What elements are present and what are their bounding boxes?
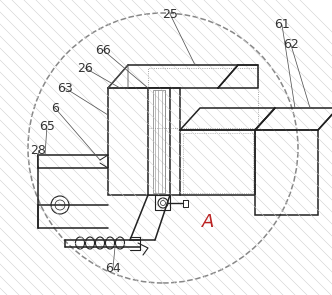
Text: 26: 26 xyxy=(77,61,93,75)
Bar xyxy=(148,88,170,195)
Text: A: A xyxy=(202,213,214,231)
Text: 66: 66 xyxy=(95,43,111,57)
Text: 63: 63 xyxy=(57,81,73,94)
Bar xyxy=(183,133,253,193)
Bar xyxy=(148,68,258,128)
Text: 28: 28 xyxy=(30,143,46,157)
Text: 62: 62 xyxy=(283,39,299,52)
Text: 25: 25 xyxy=(162,7,178,20)
Bar xyxy=(153,90,165,193)
Bar xyxy=(255,130,318,215)
Bar xyxy=(108,88,180,195)
Text: 65: 65 xyxy=(39,119,55,132)
Text: 6: 6 xyxy=(51,101,59,114)
Text: 64: 64 xyxy=(105,261,121,275)
Text: 61: 61 xyxy=(274,19,290,32)
